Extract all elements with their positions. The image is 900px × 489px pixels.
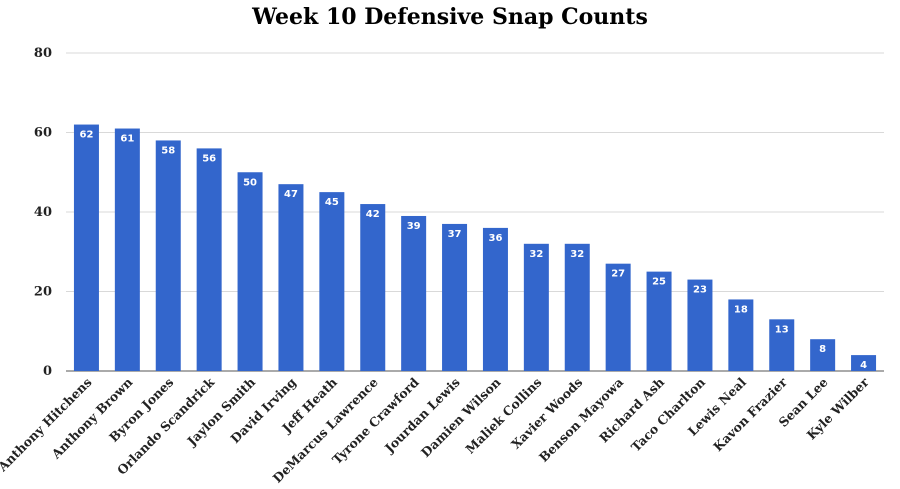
data-label: 18 xyxy=(734,304,748,315)
chart-title: Week 10 Defensive Snap Counts xyxy=(252,4,648,30)
data-label: 42 xyxy=(366,209,380,220)
data-label: 27 xyxy=(611,269,625,280)
x-tick-label: Kavon Frazier xyxy=(710,374,790,454)
x-tick-label: Xavier Woods xyxy=(508,375,585,452)
bar xyxy=(605,263,631,371)
data-label: 62 xyxy=(79,130,93,141)
bar xyxy=(401,215,427,371)
y-tick-label: 60 xyxy=(34,126,52,141)
bar xyxy=(810,339,836,371)
bar xyxy=(728,299,754,371)
bar xyxy=(769,319,795,371)
data-label: 47 xyxy=(284,189,298,200)
bar xyxy=(442,223,468,371)
data-label: 39 xyxy=(407,221,421,232)
data-label: 45 xyxy=(325,197,339,208)
data-label: 25 xyxy=(652,277,666,288)
x-tick-label: Taco Charlton xyxy=(628,375,708,455)
data-label: 23 xyxy=(693,285,707,296)
data-label: 8 xyxy=(819,344,826,355)
bar xyxy=(360,204,386,371)
data-label: 4 xyxy=(860,360,867,371)
data-label: 37 xyxy=(448,229,462,240)
y-tick-label: 40 xyxy=(34,205,52,220)
bar xyxy=(482,227,508,371)
y-tick-label: 0 xyxy=(43,364,52,379)
data-label: 32 xyxy=(529,249,543,260)
bar xyxy=(523,243,549,371)
bar xyxy=(237,172,263,371)
data-label: 58 xyxy=(161,145,175,156)
data-label: 13 xyxy=(775,324,789,335)
bar xyxy=(155,140,181,371)
x-tick-label: Maliek Collins xyxy=(462,375,544,457)
data-label: 50 xyxy=(243,177,257,188)
bar xyxy=(564,243,590,371)
bar xyxy=(646,271,672,371)
bar xyxy=(851,355,877,371)
bar xyxy=(114,128,140,371)
y-tick-label: 20 xyxy=(34,285,52,300)
bar xyxy=(687,279,713,371)
data-label: 32 xyxy=(570,249,584,260)
y-tick-label: 80 xyxy=(34,46,52,61)
data-label: 36 xyxy=(488,233,502,244)
bar xyxy=(196,148,222,371)
bar xyxy=(278,184,304,371)
data-label: 56 xyxy=(202,153,216,164)
data-label: 61 xyxy=(120,134,134,145)
x-tick-label: Jourdan Lewis xyxy=(381,375,463,457)
bar xyxy=(319,192,345,371)
bar xyxy=(73,124,99,371)
